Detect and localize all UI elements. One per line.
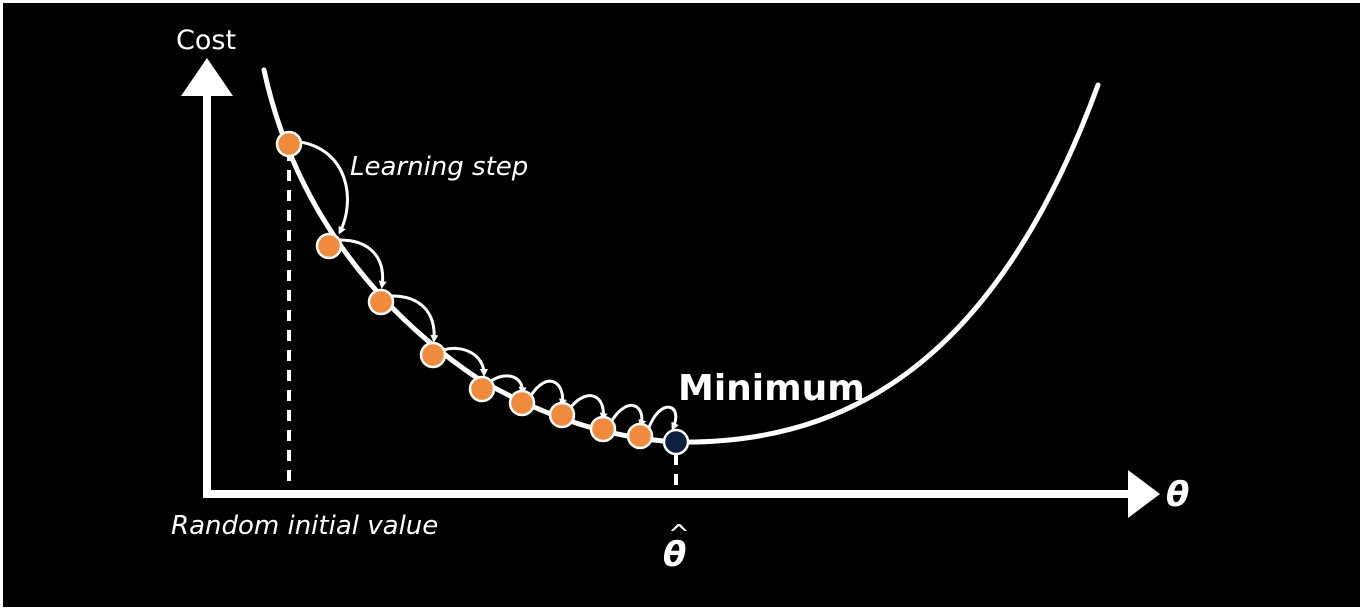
step-arrow	[490, 374, 527, 395]
step-point	[275, 130, 303, 158]
step-point	[367, 288, 395, 316]
step-arrow	[442, 347, 488, 377]
step-point	[419, 341, 447, 369]
step-point	[548, 401, 576, 429]
learning-step-points	[275, 130, 654, 450]
x-axis-arrowhead	[1128, 470, 1160, 518]
step-arrow	[391, 294, 439, 343]
step-point	[589, 415, 617, 443]
y-axis-label: Cost	[176, 25, 236, 56]
step-arrow	[568, 394, 608, 421]
theta-hat-accent: ^	[668, 520, 690, 550]
step-arrow	[299, 140, 349, 235]
x-axis-label: θ	[1166, 475, 1189, 515]
learning-step-label: Learning step	[350, 152, 528, 182]
step-arrow	[339, 238, 387, 289]
step-arrow	[646, 405, 679, 431]
y-axis-arrowhead	[181, 58, 233, 96]
random-initial-label: Random initial value	[171, 511, 438, 541]
minimum-point	[662, 428, 690, 456]
step-point	[468, 375, 496, 403]
minimum-label: Minimum	[678, 368, 865, 409]
step-point	[626, 422, 654, 450]
step-arrow	[609, 403, 647, 428]
step-arrow	[528, 379, 567, 407]
theta-hat-symbol: θ	[663, 535, 686, 575]
step-point	[315, 232, 343, 260]
step-arrows	[299, 140, 679, 431]
step-point	[508, 389, 536, 417]
